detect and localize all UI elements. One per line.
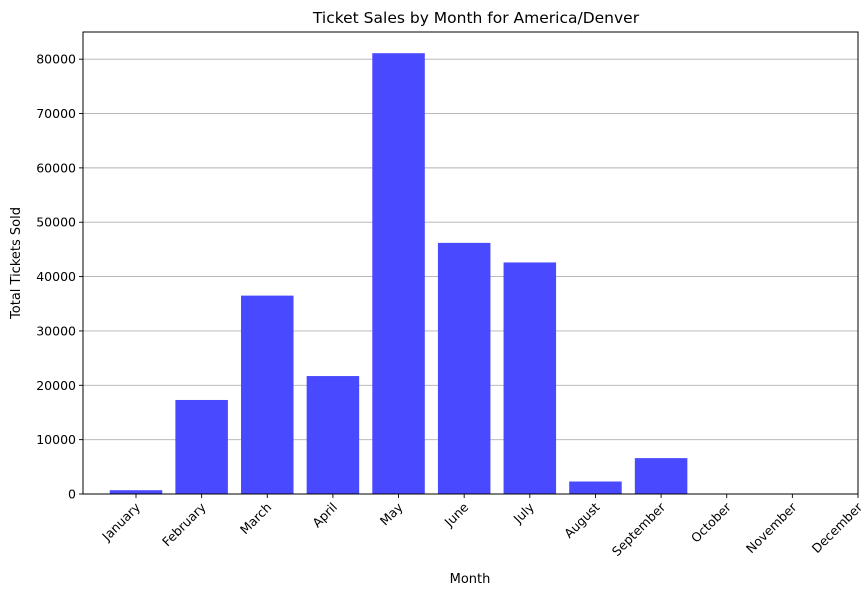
y-axis-label: Total Tickets Sold	[9, 207, 24, 320]
y-tick-label: 20000	[36, 378, 76, 393]
bar-may	[372, 53, 425, 495]
y-tick-label: 10000	[36, 432, 76, 447]
bar-august	[569, 481, 622, 494]
x-tick-label: January	[98, 499, 143, 544]
x-tick-label: October	[688, 499, 735, 546]
bar-april	[306, 376, 360, 494]
bar-january	[109, 490, 163, 494]
x-tick-label: September	[609, 499, 669, 559]
x-tick-label: March	[237, 500, 275, 538]
plot-frame	[82, 31, 859, 495]
x-tick-label: February	[159, 499, 209, 549]
y-tick-label: 0	[68, 487, 76, 502]
bar-september	[634, 458, 688, 494]
y-tick-label: 70000	[36, 106, 76, 121]
x-tick-label: November	[743, 499, 800, 556]
x-tick-label: June	[441, 499, 472, 530]
bar-march	[241, 295, 294, 494]
x-tick-label: April	[309, 500, 340, 531]
x-tick-label: August	[561, 499, 603, 541]
y-axis-ticks: 0 10000 20000 30000 40000 50000 60000 70000 8000…	[36, 52, 83, 502]
x-tick-label: May	[377, 499, 406, 528]
x-tick-label: December	[809, 499, 866, 556]
y-tick-label: 80000	[36, 52, 76, 67]
x-axis-label: Month	[450, 572, 491, 587]
y-tick-label: 30000	[36, 323, 76, 338]
chart-title: Ticket Sales by Month for America/Denver	[312, 9, 640, 27]
y-tick-label: 60000	[36, 160, 76, 175]
bar-february	[175, 399, 228, 494]
y-tick-label: 40000	[36, 269, 76, 284]
bars	[109, 53, 688, 495]
x-tick-label: July	[510, 499, 538, 527]
x-axis-ticks: January February March April May June July Augu…	[98, 494, 866, 559]
bar-june	[437, 242, 491, 494]
bar-july	[503, 262, 557, 494]
y-tick-label: 50000	[36, 215, 76, 230]
